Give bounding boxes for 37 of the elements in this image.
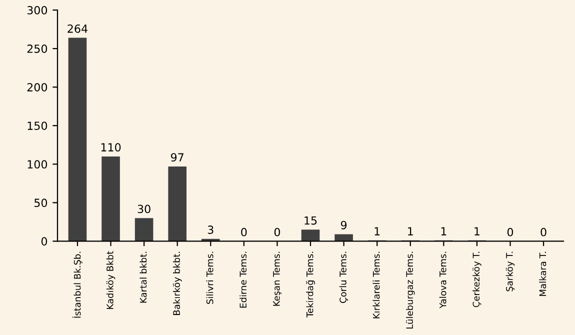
y-tick-label: 200 xyxy=(27,83,48,92)
x-tick-label: Keşan Tems. xyxy=(273,252,282,306)
x-tick-label: Tekirdağ Tems. xyxy=(306,252,315,318)
data-label: 0 xyxy=(507,228,514,236)
data-label: 30 xyxy=(138,204,150,214)
data-label: 0 xyxy=(540,228,546,236)
data-label: 264 xyxy=(68,24,88,33)
y-tick-label: 50 xyxy=(34,198,48,208)
x-tick-label: Silivri Tems. xyxy=(206,252,214,304)
x-tick-label: Kırklareli Tems. xyxy=(372,252,380,318)
y-tick-label: 100 xyxy=(28,160,48,169)
data-label: 15 xyxy=(304,216,317,225)
x-tick-label: Lüleburgaz Tems. xyxy=(406,252,415,328)
data-label: 1 xyxy=(408,227,413,236)
x-tick-label: Edirne Tems. xyxy=(240,252,247,308)
data-label: 1 xyxy=(474,227,480,236)
x-tick-label: Bakırköy bkbt. xyxy=(172,252,182,315)
y-tick-label: 300 xyxy=(27,6,48,14)
data-label: 97 xyxy=(170,153,184,162)
data-label: 1 xyxy=(374,227,380,236)
data-label: 1 xyxy=(441,227,446,236)
data-label: 3 xyxy=(208,226,214,234)
x-tick-label: Yalova Tems. xyxy=(439,252,446,308)
x-tick-label: Çerkezköy T. xyxy=(472,252,482,308)
y-tick-label: 0 xyxy=(41,237,48,246)
x-tick-label: Malkara T. xyxy=(539,252,546,296)
x-tick-label: İstanbul Bk.Şb. xyxy=(72,252,82,318)
data-label: 0 xyxy=(274,228,280,236)
data-label: 0 xyxy=(241,228,247,236)
y-tick-label: 150 xyxy=(28,122,48,130)
y-tick-label: 250 xyxy=(27,44,48,53)
x-tick-label: Şarköy T. xyxy=(506,252,515,292)
x-tick-label: Çorlu Tems. xyxy=(339,252,348,303)
x-tick-label: Kartal bkbt. xyxy=(140,252,147,303)
data-label: 9 xyxy=(340,220,347,230)
data-label: 110 xyxy=(101,143,121,152)
x-tick-label: Kadıköy Bkbt xyxy=(106,251,116,309)
